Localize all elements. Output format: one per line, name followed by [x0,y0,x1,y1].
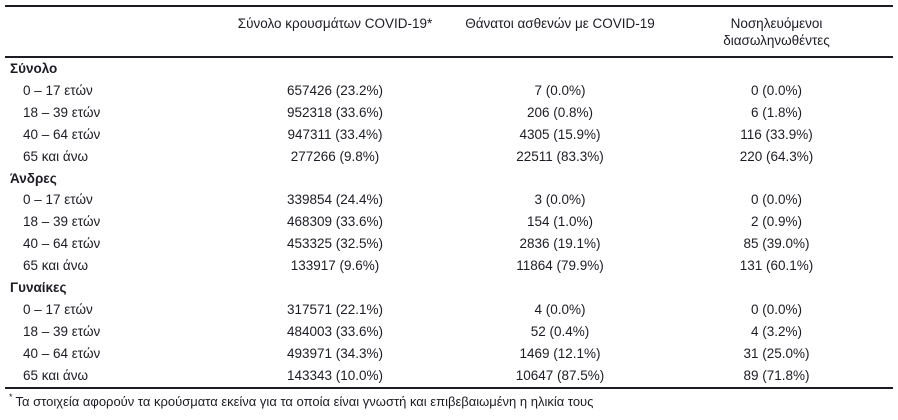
section-label: Άνδρες [10,170,57,186]
cell-intubated: 31 (25.0%) [743,345,810,361]
cell-intubated: 2 (0.9%) [750,214,803,230]
cell-intubated: 116 (33.9%) [740,126,813,142]
section-label: Γυναίκες [10,280,67,296]
cell-deaths: 22511 (83.3%) [516,148,604,164]
table-row: 18 – 39 ετών 952318 (33.6%) 206 (0.8%) 6… [5,102,893,124]
cell-deaths: 1469 (12.1%) [519,345,601,361]
header-row: Σύνολο κρουσμάτων COVID-19* Θάνατοι ασθε… [5,6,893,58]
section-row-men: Άνδρες [5,168,893,190]
table-header: Σύνολο κρουσμάτων COVID-19* Θάνατοι ασθε… [5,6,893,58]
row-label-age: 40 – 64 ετών [23,345,101,361]
row-label-age: 18 – 39 ετών [23,323,101,339]
column-header-intubated: Νοσηλευόμενοι διασωληνωθέντες [660,6,893,58]
cell-cases: 453325 (32.5%) [286,236,384,252]
cell-cases: 468309 (33.6%) [286,214,384,230]
cell-intubated: 6 (1.8%) [750,104,803,120]
column-header-intubated-label: Νοσηλευόμενοι διασωληνωθέντες [723,16,830,48]
row-label-age: 65 και άνω [23,148,89,164]
cell-deaths: 2836 (19.1%) [519,236,601,252]
row-label-age: 0 – 17 ετών [23,192,93,208]
cell-deaths: 10647 (87.5%) [515,367,605,383]
row-label-age: 40 – 64 ετών [23,126,101,142]
column-header-cases: Σύνολο κρουσμάτων COVID-19* [210,6,460,58]
table-row: 40 – 64 ετών 493971 (34.3%) 1469 (12.1%)… [5,343,893,365]
table-row: 18 – 39 ετών 484003 (33.6%) 52 (0.4%) 4 … [5,321,893,343]
covid-age-statistics-page: Σύνολο κρουσμάτων COVID-19* Θάνατοι ασθε… [5,5,893,410]
cell-deaths: 3 (0.0%) [534,192,586,208]
cell-cases: 133917 (9.6%) [290,258,380,274]
footnote-text: Τα στοιχεία αφορούν τα κρούσματα εκείνα … [15,393,594,409]
cell-deaths: 11864 (79.9%) [516,258,604,274]
table-row: 65 και άνω 277266 (9.8%) 22511 (83.3%) 2… [5,146,893,168]
table-row: 0 – 17 ετών 317571 (22.1%) 4 (0.0%) 0 (0… [5,299,893,321]
row-label-age: 65 και άνω [23,367,89,383]
covid-stats-table: Σύνολο κρουσμάτων COVID-19* Θάνατοι ασθε… [5,5,893,389]
cell-cases: 493971 (34.3%) [286,345,384,361]
cell-intubated: 0 (0.0%) [750,82,803,98]
table-row: 0 – 17 ετών 657426 (23.2%) 7 (0.0%) 0 (0… [5,80,893,102]
cell-deaths: 7 (0.0%) [534,82,586,98]
row-label-age: 18 – 39 ετών [23,104,101,120]
row-label-age: 18 – 39 ετών [23,214,101,230]
footnote-asterisk-marker: * [9,392,13,403]
cell-cases: 657426 (23.2%) [286,82,384,98]
table-row: 40 – 64 ετών 453325 (32.5%) 2836 (19.1%)… [5,233,893,255]
cell-intubated: 0 (0.0%) [750,192,803,208]
table-footnote: * Τα στοιχεία αφορούν τα κρούσματα εκείνα… [5,389,893,410]
section-row-total: Σύνολο [5,57,893,80]
cell-cases: 143343 (10.0%) [286,367,384,383]
table-row: 0 – 17 ετών 339854 (24.4%) 3 (0.0%) 0 (0… [5,189,893,211]
cell-deaths: 154 (1.0%) [526,214,594,230]
table-row: 65 και άνω 133917 (9.6%) 11864 (79.9%) 1… [5,255,893,277]
cell-cases: 339854 (24.4%) [286,192,384,208]
cell-intubated: 89 (71.8%) [743,367,810,383]
table-body: Σύνολο 0 – 17 ετών 657426 (23.2%) 7 (0.0… [5,57,893,388]
cell-cases: 952318 (33.6%) [286,104,384,120]
cell-intubated: 85 (39.0%) [743,236,810,252]
column-header-deaths: Θάνατοι ασθενών με COVID-19 [460,6,660,58]
cell-intubated: 4 (3.2%) [750,323,803,339]
column-header-empty [5,6,210,58]
row-label-age: 0 – 17 ετών [23,301,93,317]
cell-intubated: 0 (0.0%) [750,301,803,317]
cell-cases: 277266 (9.8%) [290,148,380,164]
cell-deaths: 206 (0.8%) [526,104,594,120]
cell-cases: 317571 (22.1%) [286,301,384,317]
section-label: Σύνολο [10,61,58,76]
row-label-age: 40 – 64 ετών [23,236,101,252]
cell-intubated: 220 (64.3%) [739,148,814,164]
row-label-age: 0 – 17 ετών [23,82,93,98]
cell-intubated: 131 (60.1%) [739,258,814,274]
cell-deaths: 4 (0.0%) [534,301,586,317]
cell-deaths: 52 (0.4%) [530,323,590,339]
row-label-age: 65 και άνω [23,258,89,274]
cell-cases: 947311 (33.4%) [287,126,383,142]
cell-deaths: 4305 (15.9%) [519,126,601,142]
table-row: 18 – 39 ετών 468309 (33.6%) 154 (1.0%) 2… [5,211,893,233]
section-row-women: Γυναίκες [5,277,893,299]
table-row: 40 – 64 ετών 947311 (33.4%) 4305 (15.9%)… [5,124,893,146]
cell-cases: 484003 (33.6%) [286,323,384,339]
table-row: 65 και άνω 143343 (10.0%) 10647 (87.5%) … [5,365,893,388]
